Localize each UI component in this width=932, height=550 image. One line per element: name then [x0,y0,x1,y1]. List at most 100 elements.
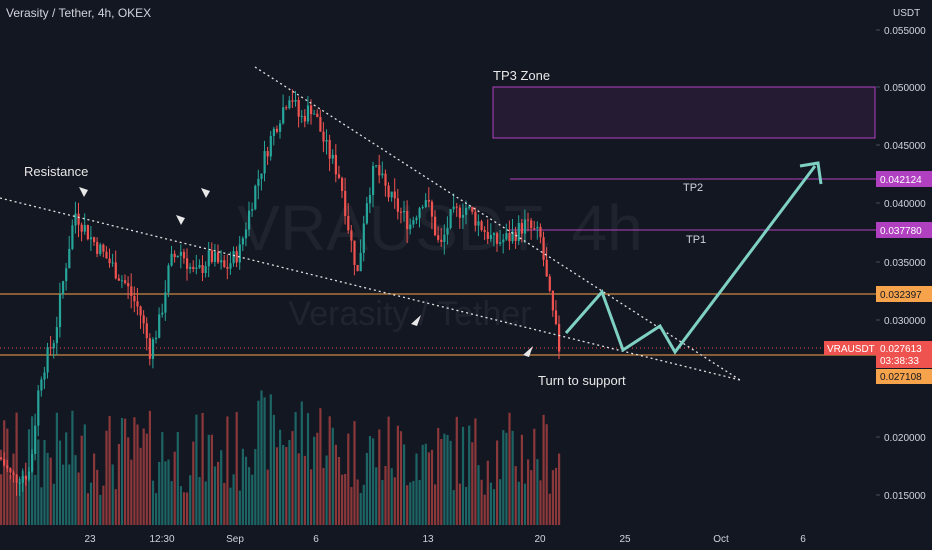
candle-body [396,198,399,212]
candle-body [148,338,151,359]
volume-bar [272,414,275,525]
candle-body [229,263,232,269]
volume-bar [368,436,372,525]
volume-bar [136,424,139,525]
y-tick-label: 0.040000 [884,199,926,210]
volume-bar [111,464,114,525]
y-tick-label: 0.050000 [884,83,926,94]
pointer-arrow-icon [176,215,185,225]
candle-body [341,177,344,191]
volume-bar [418,479,421,525]
volume-bar [15,412,18,525]
volume-bar [545,424,548,525]
candle-body [161,312,164,315]
candle-body [288,100,291,109]
volume-bar [43,440,46,525]
volume-bar [517,481,520,525]
candle-body [511,231,514,242]
volume-bar [288,439,291,525]
volume-bar [279,429,282,525]
candle-body [285,107,288,109]
volume-bar [124,418,127,525]
candle-body [167,265,170,293]
volume-bar [483,494,486,525]
candle-body [297,99,300,117]
candle-body [102,244,105,252]
projection-path[interactable] [564,165,817,355]
resistance-trendline[interactable] [0,197,741,381]
candle-body [43,372,46,380]
candle-body [316,113,319,117]
volume-bar [86,493,89,525]
volume-bar [120,417,124,525]
volume-bar [6,428,9,525]
tp2-label: TP2 [683,182,703,194]
candle-body [80,224,83,232]
volume-bar [337,456,341,525]
candle-body [554,310,558,324]
candle-body [545,259,548,277]
volume-bar [554,467,558,525]
volume-bar [533,428,536,525]
pointer-arrow-icon [201,188,210,198]
candle-body [353,240,356,265]
candle-body [548,276,551,291]
volume-bar [372,438,375,525]
candle-body [514,231,517,241]
volume-bar [313,436,316,525]
volume-bar [18,478,21,525]
volume-bar [217,461,220,525]
volume-bar [238,490,241,525]
volume-bar [480,479,483,525]
volume-bar [49,457,52,525]
volume-bar [176,431,179,525]
tp3-zone[interactable] [492,86,876,139]
candle-body [31,453,34,472]
volume-bar [492,489,496,525]
volume-bar [254,449,257,525]
candle-body [96,242,99,254]
candle-body [49,347,52,349]
candle-body [93,237,96,243]
y-tick-label: 0.015000 [884,491,926,502]
candle-body [489,234,492,239]
candle-body [517,222,520,241]
candle-body [421,207,424,209]
volume-bar [232,474,235,525]
candle-body [542,237,545,260]
volume-bar [440,439,443,525]
volume-bar [496,440,499,525]
volume-bar [65,432,68,525]
volume-bar [55,412,58,525]
volume-bar [520,434,523,525]
candle-body [260,173,263,179]
volume-bar [71,410,74,525]
volume-bar [424,443,427,525]
time-axis[interactable]: 23 12:30 Sep 6 13 20 25 Oct 6 [84,534,806,545]
volume-bar [105,430,108,525]
candle-body [263,151,266,174]
candle-body [468,206,471,208]
candle-body [182,251,186,259]
countdown: 03:38:33 [880,356,919,367]
volume-bar [508,412,511,525]
volume-bar [223,482,226,525]
volume-bar [381,480,384,525]
volume-bar [551,470,554,525]
candle-body [415,217,418,221]
candle-body [337,174,341,178]
x-tick-label: 23 [84,534,96,545]
volume-bar [505,432,508,525]
price-axis[interactable]: 0.055000 0.050000 0.045000 0.040000 0.035000… [876,26,926,502]
volume-bar [96,469,99,525]
pointer-arrow-icon [79,187,88,197]
candle-body [362,223,365,253]
watermark-name: Verasity / Tether [288,295,531,333]
candle-body [254,185,257,210]
drawing-layer: Resistance Turn to support [0,66,823,388]
volume-bar [220,450,223,525]
candle-body [375,165,378,167]
volume-bar [390,468,393,525]
volume-bar [282,445,285,525]
